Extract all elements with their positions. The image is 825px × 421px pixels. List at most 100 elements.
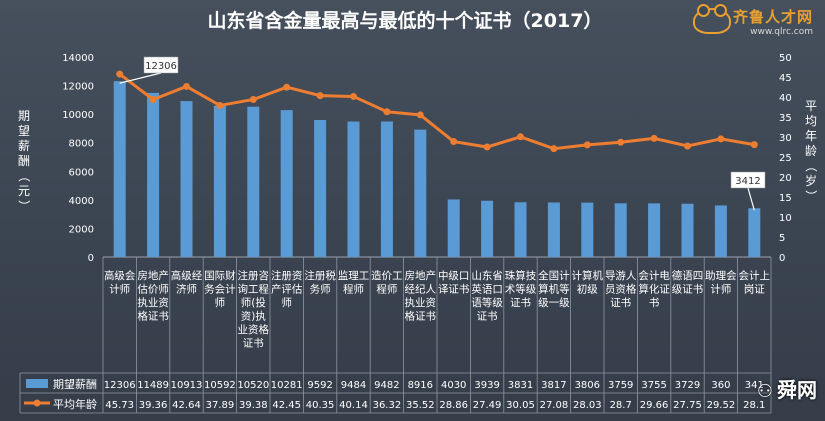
age-point [183, 82, 190, 90]
y2-axis-title: ） [804, 190, 818, 202]
bar [247, 106, 260, 257]
category-label: 程师 [376, 283, 397, 296]
y2-axis-title: 岁 [805, 173, 817, 188]
y-axis-title: 望 [18, 124, 30, 138]
category-label: 询工程 [238, 283, 270, 296]
table-age-cell: 36.32 [373, 400, 402, 411]
category-label: 高级会 [104, 269, 136, 282]
category-label: 员资格 [605, 283, 637, 296]
category-label: 格证书 [405, 310, 437, 323]
category-label: 术等级 [505, 283, 537, 296]
table-age-cell: 39.36 [139, 400, 168, 411]
table-age-cell: 27.08 [540, 400, 569, 411]
y-tick-label: 10000 [62, 110, 94, 121]
table-salary-cell: 341 [745, 380, 764, 391]
bar [581, 202, 594, 257]
category-label: 证书 [477, 311, 498, 323]
bar [414, 129, 427, 257]
table-salary-cell: 3806 [575, 380, 600, 391]
age-point [249, 95, 257, 103]
category-label: 务会计 [204, 283, 236, 296]
bar [314, 119, 327, 257]
table-age-cell: 28.1 [743, 400, 765, 411]
chart-title: 山东省含金量最高与最低的十个证书（2017） [208, 9, 603, 32]
table-age-cell: 27.75 [673, 400, 702, 411]
bar [380, 121, 393, 258]
y-tick-label: 14000 [62, 53, 94, 64]
y2-axis-title: 均 [805, 114, 817, 128]
bar [614, 203, 627, 257]
y-axis-title: 元 [18, 184, 30, 198]
y-tick-label: 8000 [69, 139, 94, 150]
table-age-cell: 28.86 [439, 400, 468, 411]
category-label: 算化证 [638, 283, 670, 296]
category-label: 执业资 [405, 296, 437, 309]
age-point [216, 101, 224, 109]
category-label: 务师 [310, 283, 331, 296]
table-salary-cell: 10913 [171, 380, 203, 391]
category-label: 中级口 [438, 269, 470, 282]
y2-axis-title: 平 [805, 99, 817, 113]
bar [280, 110, 293, 257]
age-point [483, 143, 491, 151]
category-label: 语等级 [471, 296, 503, 309]
y2-tick-label: 5 [779, 233, 785, 244]
age-point [383, 108, 391, 116]
category-label: 高级经 [171, 269, 203, 282]
category-label: 证书 [610, 297, 631, 309]
table-salary-cell: 9484 [341, 380, 366, 391]
y-axis-title: （ [17, 170, 31, 182]
bar [648, 203, 661, 257]
bar [113, 81, 126, 257]
table-age-cell: 28.03 [573, 400, 602, 411]
category-label: 计算机 [572, 269, 604, 282]
table-salary-cell: 9482 [374, 380, 399, 391]
category-label: 计师 [710, 283, 731, 296]
table-age-cell: 39.38 [239, 400, 268, 411]
bar [714, 205, 727, 257]
category-label: 算机等 [538, 283, 570, 296]
y2-tick-label: 25 [779, 153, 792, 164]
table-salary-cell: 9592 [307, 380, 332, 391]
bar [748, 208, 761, 257]
age-point [350, 92, 357, 100]
category-label: 格证书 [137, 310, 169, 323]
category-label: 英语口 [471, 283, 503, 296]
category-label: 书 [649, 297, 660, 309]
category-label: 产评估 [271, 283, 303, 296]
category-label: 证书 [243, 338, 264, 350]
wechat-icon: ⚇ [756, 381, 773, 402]
category-label: 注册税 [304, 269, 336, 282]
category-label: 程师 [343, 283, 364, 296]
age-point [583, 141, 591, 149]
age-point [450, 138, 458, 146]
y-tick-label: 2000 [69, 224, 94, 235]
age-point [650, 134, 658, 142]
age-point [517, 133, 524, 141]
y2-tick-label: 0 [779, 253, 785, 264]
age-point [416, 111, 424, 119]
table-salary-cell: 12306 [104, 380, 136, 391]
category-label: 造价工 [371, 269, 403, 282]
category-label: 估价师 [137, 283, 169, 296]
legend-bar-key [26, 379, 48, 388]
bar [447, 199, 460, 257]
age-point [750, 141, 758, 149]
y-axis-title: 期 [18, 109, 30, 123]
age-point [684, 142, 691, 150]
category-label: 监理工 [338, 269, 370, 282]
y2-tick-label: 50 [779, 53, 792, 64]
y2-tick-label: 45 [779, 73, 792, 84]
legend-age: 平均年龄 [53, 397, 97, 411]
category-label: 房地产 [405, 269, 437, 282]
category-label: 导游人 [605, 269, 637, 282]
category-label: 资)执 [241, 310, 267, 323]
table-salary-cell: 10520 [237, 380, 269, 391]
bar [514, 202, 527, 257]
age-point [617, 138, 625, 146]
bar [481, 200, 494, 257]
y-axis-title: ） [17, 200, 31, 212]
age-point [316, 92, 324, 100]
category-label: 山东省 [471, 269, 503, 282]
